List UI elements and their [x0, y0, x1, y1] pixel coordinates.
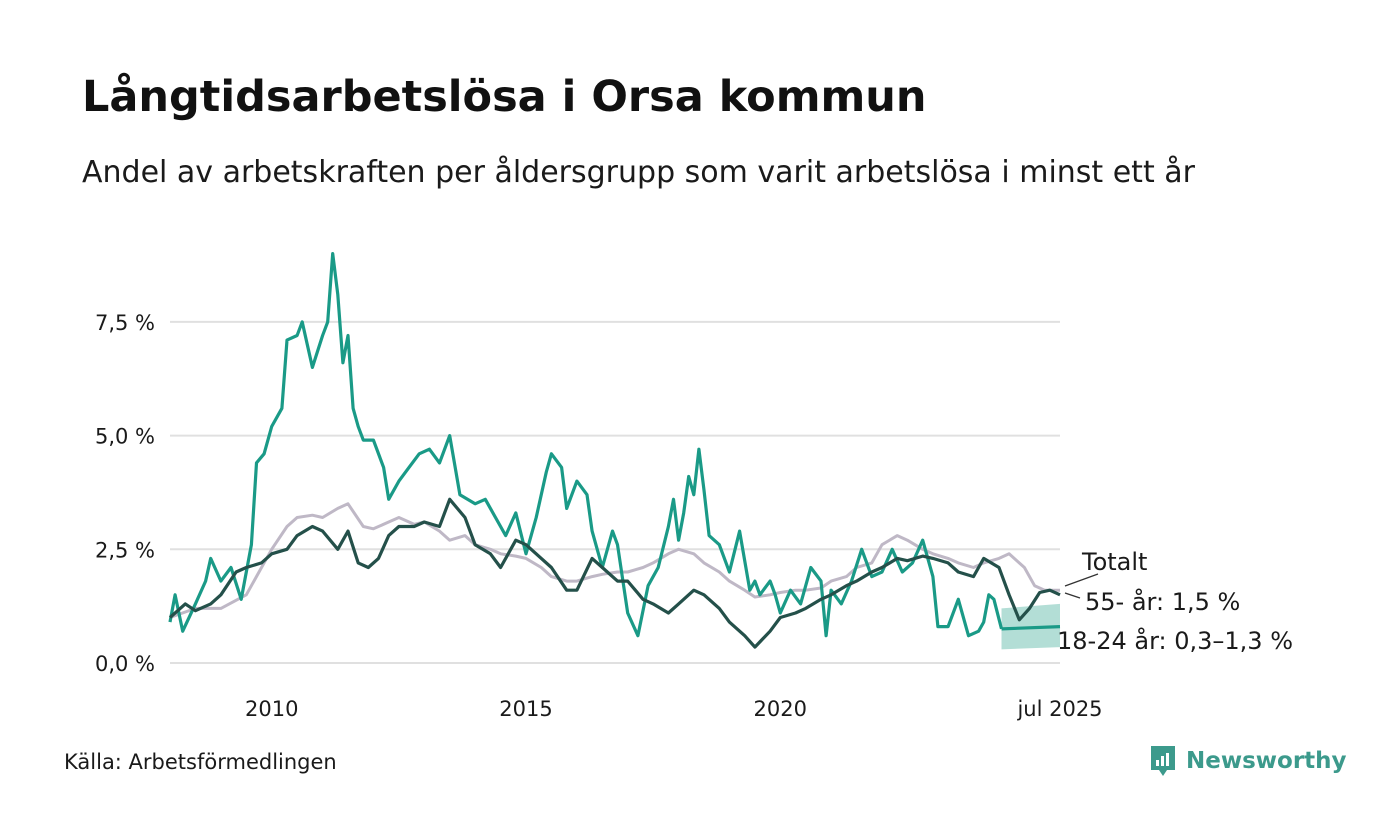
- brand-name: Newsworthy: [1186, 748, 1347, 774]
- chart-subtitle: Andel av arbetskraften per åldersgrupp s…: [82, 155, 1195, 190]
- x-tick-label: 2020: [754, 697, 807, 721]
- series-label-totalt: Totalt: [1081, 548, 1147, 576]
- source-note: Källa: Arbetsförmedlingen: [64, 750, 337, 774]
- newsworthy-logo-icon: [1151, 746, 1175, 776]
- forecast-line-18-24: [1001, 625, 1061, 631]
- y-tick-label: 7,5 %: [95, 311, 155, 335]
- y-tick-label: 0,0 %: [95, 652, 155, 676]
- series-labels: Totalt 55- år: 1,5 % 18-24 år: 0,3–1,3 %: [1057, 548, 1293, 655]
- series-line-totalt: [169, 502, 1060, 619]
- x-axis-ticks: 2010 2015 2020 jul 2025: [245, 697, 1103, 721]
- label-connector-55-plus: [1064, 592, 1081, 599]
- series-label-18-24: 18-24 år: 0,3–1,3 %: [1057, 626, 1293, 655]
- series-label-55-plus: 55- år: 1,5 %: [1085, 587, 1240, 616]
- grid-lines: [170, 320, 1060, 664]
- x-tick-label: 2010: [245, 697, 298, 721]
- brand-logo: Newsworthy: [1148, 744, 1347, 778]
- series-lines: [168, 252, 1061, 650]
- series-line-55-plus: [168, 497, 1061, 649]
- series-line-18-24: [168, 252, 1004, 638]
- x-tick-label: jul 2025: [1016, 697, 1102, 721]
- y-axis-ticks: 0,0 % 2,5 % 5,0 % 7,5 %: [95, 311, 155, 676]
- x-tick-label: 2015: [499, 697, 552, 721]
- chart-title: Långtidsarbetslösa i Orsa kommun: [82, 72, 927, 122]
- label-connector-totalt: [1064, 573, 1099, 587]
- y-tick-label: 5,0 %: [95, 425, 155, 449]
- y-tick-label: 2,5 %: [95, 538, 155, 562]
- line-chart: 0,0 % 2,5 % 5,0 % 7,5 % 2010 2015 2020 jul 202…: [95, 252, 1293, 721]
